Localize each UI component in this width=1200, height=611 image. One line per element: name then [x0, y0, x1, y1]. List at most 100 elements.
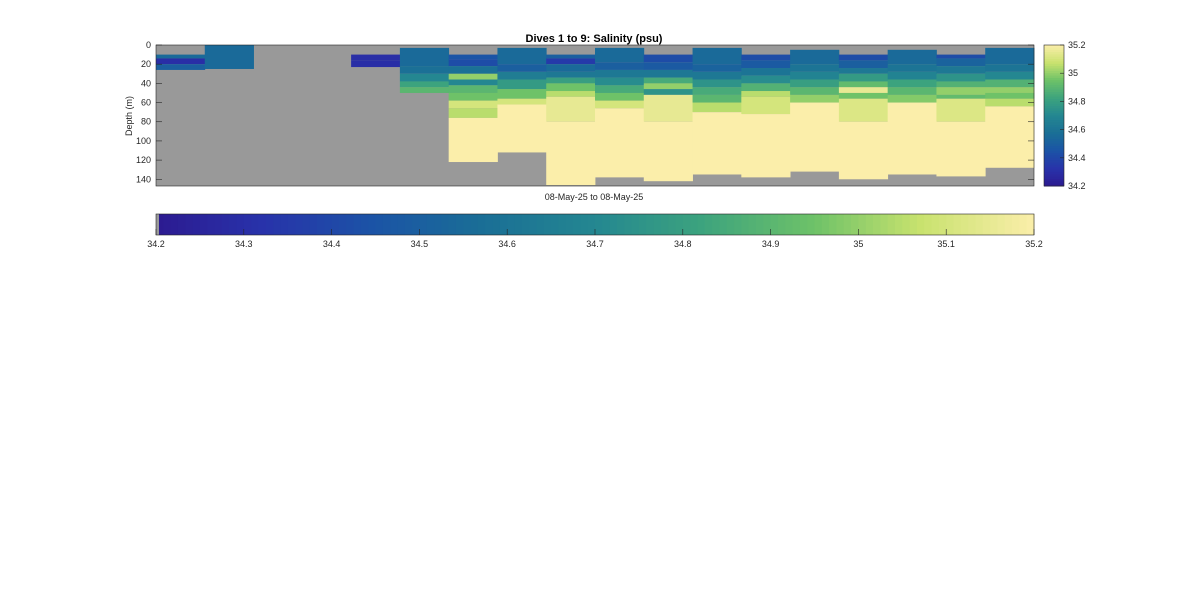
colorbar-segment — [1044, 122, 1064, 126]
colorbar-segment — [558, 214, 567, 235]
colorbar-segment — [675, 214, 684, 235]
colorbar-segment — [353, 214, 362, 235]
colorbar-segment — [990, 214, 998, 235]
colorbar-segment — [214, 214, 223, 235]
colorbar-segment — [441, 214, 450, 235]
salinity-cell — [643, 77, 693, 84]
profile-column — [399, 47, 450, 93]
salinity-cell — [692, 64, 742, 72]
salinity-cell — [741, 91, 791, 97]
colorbar-segment — [616, 214, 625, 235]
colorbar-segment — [748, 214, 757, 235]
salinity-cell — [448, 85, 498, 93]
colorbar-segment — [836, 214, 845, 235]
colorbar-segment — [1044, 87, 1064, 91]
salinity-cell — [790, 102, 840, 172]
colorbar-segment — [302, 214, 311, 235]
salinity-cell — [936, 98, 986, 122]
colorbar-segment — [1044, 110, 1064, 114]
colorbar-segment — [1044, 153, 1064, 156]
salinity-cell — [692, 47, 742, 65]
colorbar-segment — [463, 214, 472, 235]
colorbar-segment — [499, 214, 508, 235]
salinity-cell — [448, 92, 498, 101]
salinity-cell — [643, 69, 693, 78]
colorbar-segment — [565, 214, 574, 235]
salinity-cell — [790, 87, 840, 95]
y-axis: 0 20 40 60 80 100 120 140 — [136, 40, 1034, 184]
salinity-cell — [692, 87, 742, 95]
colorbar-segment — [1044, 63, 1064, 67]
colorbar-segment — [1044, 45, 1064, 48]
colorbar-segment — [1044, 96, 1064, 100]
colorbar-segment — [1044, 66, 1064, 69]
salinity-cell — [156, 64, 206, 70]
colorbar-segment — [1044, 162, 1064, 166]
colorbar-segment — [1044, 141, 1064, 145]
salinity-cell — [448, 66, 498, 74]
colorbar-segment — [1026, 214, 1035, 235]
colorbar-segment — [953, 214, 962, 235]
salinity-cell — [546, 83, 596, 92]
colorbar-segment — [382, 214, 391, 235]
colorbar-segment — [573, 214, 581, 235]
colorbar-segment — [785, 214, 794, 235]
colorbar-segment — [1044, 178, 1064, 182]
colorbar-frame — [1043, 44, 1065, 187]
colorbar-tick-label: 34.3 — [235, 239, 253, 249]
profile-column — [156, 54, 206, 70]
salinity-cell — [741, 60, 791, 69]
plot-frame — [155, 44, 1035, 187]
profile-column — [790, 49, 840, 172]
colorbar-no-data-swatch — [156, 214, 159, 235]
colorbar-segment — [1044, 54, 1064, 58]
colorbar-tick-label: 35.1 — [937, 239, 955, 249]
colorbar-segment — [1019, 214, 1028, 235]
colorbar-segment — [1044, 59, 1064, 62]
salinity-cell — [887, 87, 937, 95]
salinity-cell — [936, 66, 986, 74]
x-axis-label: 08-May-25 to 08-May-25 — [545, 192, 644, 202]
colorbar-segment — [1044, 80, 1064, 84]
colorbar-segment — [909, 214, 918, 235]
colorbar-segment — [1044, 61, 1064, 65]
salinity-cell — [838, 92, 889, 99]
colorbar-segment — [529, 214, 537, 235]
colorbar-segment — [412, 214, 420, 235]
salinity-cell — [838, 81, 889, 88]
salinity-cell — [692, 102, 742, 113]
profile-column — [692, 47, 742, 175]
salinity-cell — [399, 73, 450, 82]
colorbar-segment — [1044, 143, 1064, 147]
colorbar-segment — [521, 214, 530, 235]
salinity-cell — [448, 59, 498, 67]
salinity-cell — [399, 47, 450, 67]
salinity-cell — [156, 54, 206, 59]
colorbar-segment — [295, 214, 303, 235]
colorbar-segment — [331, 214, 340, 235]
salinity-cell — [399, 87, 450, 93]
profile-column — [497, 47, 547, 153]
colorbar-segment — [1044, 167, 1064, 171]
colorbar-segment — [646, 214, 655, 235]
colorbar-segment — [851, 214, 859, 235]
y-tick-label: 140 — [136, 174, 151, 184]
colorbar-segment — [894, 214, 903, 235]
salinity-cell — [985, 64, 1035, 72]
salinity-cell — [595, 62, 645, 70]
colorbar-segment — [624, 214, 633, 235]
colorbar-segment — [251, 214, 259, 235]
colorbar-segment — [814, 214, 823, 235]
colorbar-segment — [1044, 131, 1064, 135]
colorbar-segment — [1044, 73, 1064, 77]
colorbar-segment — [1044, 99, 1064, 102]
colorbar-segment — [397, 214, 406, 235]
colorbar-segment — [587, 214, 596, 235]
salinity-cell — [595, 85, 645, 93]
salinity-cell — [838, 73, 889, 82]
colorbar-segment — [1044, 169, 1064, 173]
colorbar-segment — [1044, 174, 1064, 178]
colorbar-segment — [280, 214, 289, 235]
colorbar-tick-label: 34.9 — [762, 239, 780, 249]
salinity-cell — [936, 58, 986, 67]
